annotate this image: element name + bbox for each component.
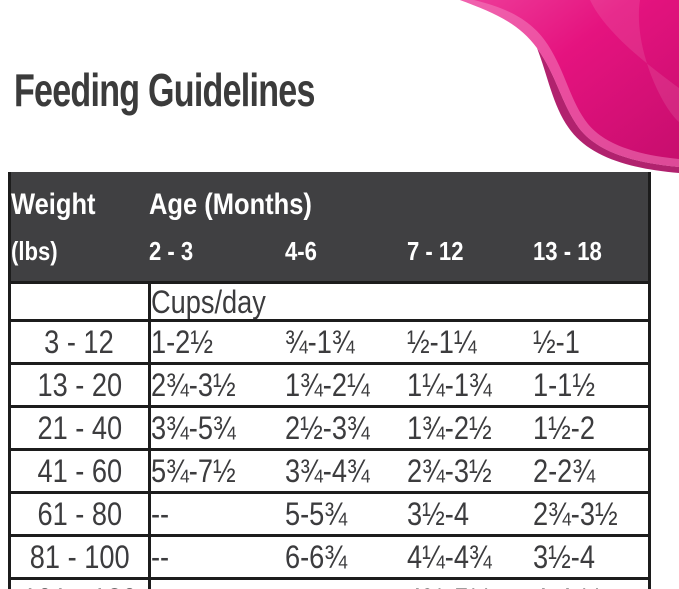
units-label-cell: Cups/day	[149, 281, 650, 321]
cups-value-cell: 2½-3¾	[284, 405, 408, 450]
cups-value-cell: 1½-2	[532, 405, 650, 450]
cups-value-cell: 2¾-3½	[407, 448, 533, 493]
empty-cell	[9, 281, 151, 321]
table-row: 81 - 100 -- 6-6¾ 4¼-4¾ 3½-4	[9, 534, 650, 579]
header-row-sub: (lbs) 2 - 3 4-6 7 - 12 13 - 18	[9, 229, 650, 283]
wave-highlight	[460, 0, 679, 167]
table-header: Weight Age (Months) (lbs) 2 - 3 4-6 7 - …	[9, 172, 650, 283]
cups-value-cell: 4¾-5½	[407, 577, 533, 589]
cups-value-cell: 6-6¾	[284, 534, 408, 579]
cups-value-cell: ½-1¼	[407, 319, 533, 364]
header-age-13-18: 13 - 18	[532, 229, 650, 283]
header-age-2-3: 2 - 3	[149, 229, 285, 283]
header-row-main: Weight Age (Months)	[9, 172, 650, 229]
cups-value-cell: 2-2¾	[532, 448, 650, 493]
header-age-4-6: 4-6	[284, 229, 408, 283]
cups-value-cell: 4¼-4¾	[407, 534, 533, 579]
cups-value-cell: 1¾-2½	[407, 405, 533, 450]
cups-value-cell: 2¾-3½	[149, 362, 285, 407]
cups-value-cell: 3¾-4¾	[284, 448, 408, 493]
cups-value-cell: --	[149, 534, 285, 579]
weight-range-cell: 101 - 120	[9, 577, 151, 589]
wave-gloss	[570, 0, 679, 122]
cups-value-cell: 3½-4	[532, 534, 650, 579]
wave-body	[460, 0, 679, 167]
header-age-7-12: 7 - 12	[407, 229, 533, 283]
cups-value-cell: --	[149, 491, 285, 536]
page-title: Feeding Guidelines	[14, 64, 315, 116]
table-row: 21 - 40 3¾-5¾ 2½-3¾ 1¾-2½ 1½-2	[9, 405, 650, 450]
cups-value-cell: 5-5¾	[284, 491, 408, 536]
header-age-months: Age (Months)	[149, 172, 650, 229]
weight-range-cell: 21 - 40	[9, 405, 151, 450]
cups-value-cell: 3¾-5¾	[149, 405, 285, 450]
table-row: 101 - 120 -- -- 4¾-5½ 4-4 ½	[9, 577, 650, 589]
cups-value-cell: --	[284, 577, 408, 589]
weight-range-cell: 41 - 60	[9, 448, 151, 493]
cups-value-cell: 5¾-7½	[149, 448, 285, 493]
cups-value-cell: 2¾-3½	[532, 491, 650, 536]
cups-value-cell: --	[149, 577, 285, 589]
cups-value-cell: ½-1	[532, 319, 650, 364]
cups-value-cell: 1¾-2¼	[284, 362, 408, 407]
cups-value-cell: 1¼-1¾	[407, 362, 533, 407]
units-row: Cups/day	[9, 281, 650, 321]
cups-value-cell: 1-1½	[532, 362, 650, 407]
weight-range-cell: 81 - 100	[9, 534, 151, 579]
table-row: 13 - 20 2¾-3½ 1¾-2¼ 1¼-1¾ 1-1½	[9, 362, 650, 407]
table-row: 61 - 80 -- 5-5¾ 3½-4 2¾-3½	[9, 491, 650, 536]
weight-range-cell: 61 - 80	[9, 491, 151, 536]
wave-dark-edge	[537, 48, 679, 173]
header-weight: Weight	[9, 172, 150, 229]
weight-range-cell: 13 - 20	[9, 362, 151, 407]
table-row: 41 - 60 5¾-7½ 3¾-4¾ 2¾-3½ 2-2¾	[9, 448, 650, 493]
weight-range-cell: 3 - 12	[9, 319, 151, 364]
feeding-guidelines-table: Weight Age (Months) (lbs) 2 - 3 4-6 7 - …	[8, 172, 651, 589]
table-row: 3 - 12 1-2½ ¾-1¾ ½-1¼ ½-1	[9, 319, 650, 364]
cups-value-cell: 4-4 ½	[532, 577, 650, 589]
cups-value-cell: 1-2½	[149, 319, 285, 364]
cups-value-cell: 3½-4	[407, 491, 533, 536]
header-weight-units: (lbs)	[9, 229, 150, 283]
cups-value-cell: ¾-1¾	[284, 319, 408, 364]
